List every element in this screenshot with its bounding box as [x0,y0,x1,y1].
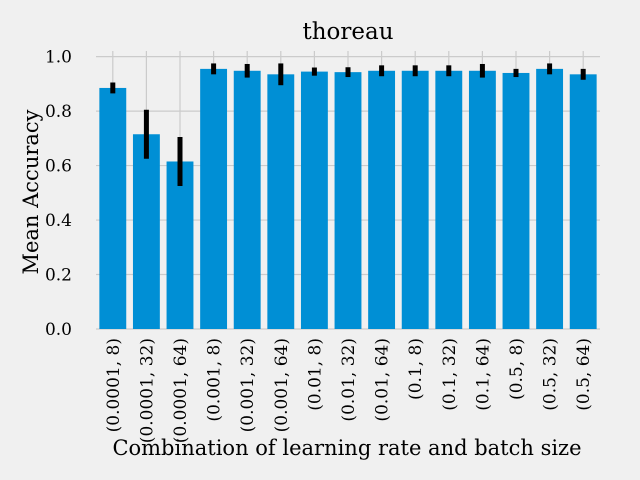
bar [368,70,396,329]
x-tick-label: (0.1, 8) [406,338,426,400]
x-tick-label: (0.001, 32) [238,338,258,432]
y-tick-label: 0.0 [45,320,72,340]
bar [233,70,261,329]
x-tick-label: (0.5, 8) [507,338,527,400]
x-tick-label: (0.001, 8) [205,338,225,422]
bar [569,74,597,329]
error-bars [110,63,586,186]
bar [536,68,564,329]
bar [334,72,362,329]
x-tick-label: (0.01, 8) [305,338,325,411]
bar [502,72,530,329]
x-tick-label: (0.1, 32) [440,338,460,411]
bar [401,70,429,329]
x-axis-ticks: (0.0001, 8) (0.0001, 32) (0.0001, 64) (0.00… [104,338,594,443]
bar [132,134,160,329]
x-tick-label: (0.1, 64) [473,338,493,411]
x-tick-label: (0.5, 64) [574,338,594,411]
y-tick-label: 1.0 [45,48,72,68]
bar [166,161,194,329]
bar [267,74,295,329]
x-axis-label: Combination of learning rate and batch s… [112,436,581,460]
chart-title: thoreau [302,19,393,45]
bar [435,70,463,329]
y-tick-label: 0.2 [45,266,72,286]
y-axis-ticks: 0.0 0.2 0.4 0.6 0.8 1.0 [45,48,72,340]
x-tick-label: (0.01, 32) [339,338,359,422]
y-tick-label: 0.6 [45,157,72,177]
x-tick-label: (0.5, 32) [541,338,561,411]
y-tick-label: 0.4 [45,211,72,231]
x-tick-label: (0.01, 64) [373,338,393,422]
x-tick-label: (0.0001, 64) [171,338,191,443]
x-tick-label: (0.0001, 32) [137,338,157,443]
x-tick-label: (0.0001, 8) [104,338,124,432]
bar [99,87,127,329]
bar [468,70,496,329]
y-axis-label: Mean Accuracy [19,109,43,274]
x-tick-label: (0.001, 64) [272,338,292,432]
bar [200,68,228,329]
bar [300,71,328,329]
y-tick-label: 0.8 [45,102,72,122]
bars [99,68,597,329]
